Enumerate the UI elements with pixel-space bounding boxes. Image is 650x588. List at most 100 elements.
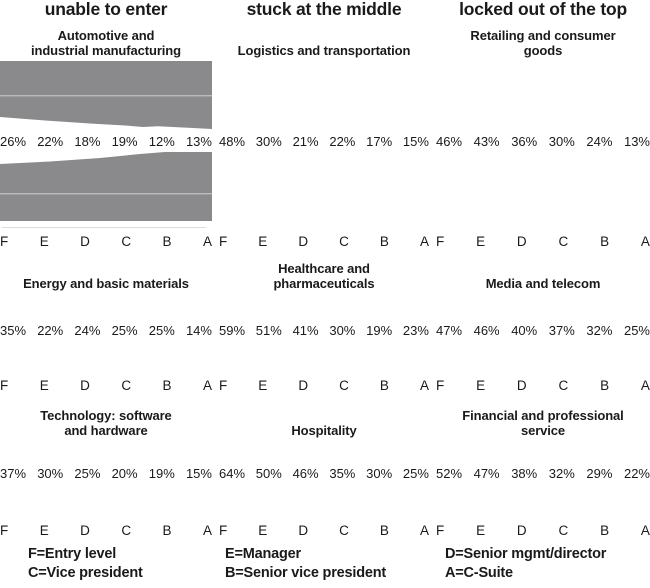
level-label: F — [0, 523, 9, 538]
value-label: 30% — [37, 466, 64, 481]
level-label: A — [419, 378, 429, 393]
panel-technology: Technology: software and hardware 37% 30… — [0, 393, 212, 538]
value-label: 15% — [402, 134, 429, 149]
area-chart-lower — [0, 482, 212, 523]
level-label: B — [379, 234, 389, 249]
level-label: C — [339, 523, 349, 538]
section-headers: unable to enter stuck at the middle lock… — [0, 0, 650, 18]
value-label: 19% — [148, 466, 175, 481]
level-label: B — [162, 378, 172, 393]
area-chart-upper — [219, 438, 429, 465]
legend-senior-mgmt-director: D=Senior mgmt/director — [445, 546, 607, 562]
area-chart-lower — [219, 150, 429, 222]
value-label: 48% — [219, 134, 246, 149]
area-chart-upper — [0, 291, 212, 322]
area-chart-lower — [436, 150, 650, 222]
level-label: B — [162, 234, 172, 249]
value-label: 19% — [366, 323, 393, 338]
percent-values-row: 64% 50% 46% 35% 30% 25% — [219, 465, 429, 482]
panel-automotive: Automotive and industrial manufacturing … — [0, 18, 212, 249]
value-label: 36% — [511, 134, 538, 149]
level-label: D — [516, 378, 527, 393]
level-label: E — [258, 523, 268, 538]
level-label: D — [516, 234, 527, 249]
percent-values-row: 35% 22% 24% 25% 25% 14% — [0, 322, 212, 339]
area-chart-lower — [0, 339, 212, 378]
percent-values-row: 46% 43% 36% 30% 24% 13% — [436, 133, 650, 150]
value-label: 24% — [586, 134, 613, 149]
value-label: 23% — [402, 323, 429, 338]
panel-title: Healthcare and pharmaceuticals — [273, 261, 375, 291]
level-axis: F E D C B A — [436, 378, 650, 393]
level-label: B — [600, 378, 610, 393]
level-label: C — [558, 523, 569, 538]
level-label: F — [219, 378, 228, 393]
value-label: 37% — [548, 323, 575, 338]
level-label: E — [39, 234, 49, 249]
level-label: B — [162, 523, 172, 538]
level-axis: F E D C B A — [0, 523, 212, 538]
value-label: 46% — [473, 323, 500, 338]
panel-healthcare: Healthcare and pharmaceuticals 59% 51% 4… — [219, 249, 429, 393]
panel-energy: Energy and basic materials 35% 22% 24% 2… — [0, 249, 212, 393]
level-axis: F E D C B A — [219, 523, 429, 538]
level-label: E — [39, 378, 49, 393]
level-label: C — [558, 378, 569, 393]
panel-title: Technology: software and hardware — [40, 408, 172, 438]
value-label: 17% — [366, 134, 393, 149]
panel-financial: Financial and professional service 52% 4… — [436, 393, 650, 538]
level-label: F — [436, 234, 445, 249]
area-chart-lower — [219, 482, 429, 523]
legend-senior-vice-president: B=Senior vice president — [225, 564, 387, 581]
level-label: B — [600, 523, 610, 538]
value-label: 13% — [185, 134, 212, 149]
header-stuck-at-the-middle: stuck at the middle — [246, 0, 402, 19]
value-label: 22% — [37, 134, 64, 149]
panel-row-2: Energy and basic materials 35% 22% 24% 2… — [0, 249, 650, 393]
value-label: 59% — [219, 323, 246, 338]
value-label: 47% — [473, 466, 500, 481]
level-axis: F E D C B A — [436, 523, 650, 538]
legend-column-1: F=Entry level C=Vice president — [0, 545, 212, 582]
percent-values-row: 47% 46% 40% 37% 32% 25% — [436, 322, 650, 339]
level-label: D — [516, 523, 527, 538]
value-label: 46% — [436, 134, 463, 149]
panel-retailing: Retailing and consumer goods 46% 43% 36%… — [436, 18, 650, 249]
value-label: 26% — [0, 134, 27, 149]
value-label: 13% — [623, 134, 650, 149]
level-label: A — [640, 234, 650, 249]
level-label: C — [558, 234, 569, 249]
level-label: A — [202, 234, 212, 249]
area-chart-lower — [436, 482, 650, 523]
level-label: A — [419, 234, 429, 249]
panel-title: Media and telecom — [485, 275, 601, 291]
level-label: D — [80, 523, 90, 538]
value-label: 47% — [436, 323, 463, 338]
area-chart-upper — [0, 438, 212, 465]
value-label: 22% — [623, 466, 650, 481]
value-label: 12% — [148, 134, 175, 149]
level-label: B — [379, 523, 389, 538]
axis-baseline-slot — [219, 222, 429, 234]
level-label: A — [419, 523, 429, 538]
level-label: C — [121, 234, 132, 249]
header-locked-out-of-the-top: locked out of the top — [459, 0, 627, 19]
area-chart-lower — [0, 150, 212, 222]
level-label: C — [339, 234, 349, 249]
axis-baseline — [2, 227, 206, 228]
level-axis: F E D C B A — [436, 234, 650, 249]
value-label: 30% — [255, 134, 282, 149]
value-label: 35% — [0, 323, 27, 338]
level-label: D — [298, 378, 309, 393]
level-label: D — [80, 378, 90, 393]
value-label: 38% — [511, 466, 538, 481]
level-label: D — [80, 234, 90, 249]
header-unable-to-enter: unable to enter — [44, 0, 168, 19]
percent-values-row: 59% 51% 41% 30% 19% 23% — [219, 322, 429, 339]
level-legend: F=Entry level C=Vice president E=Manager… — [0, 545, 650, 582]
value-label: 51% — [255, 323, 282, 338]
panel-title: Retailing and consumer goods — [470, 28, 616, 58]
level-label: F — [0, 378, 9, 393]
level-label: E — [39, 523, 49, 538]
value-label: 21% — [292, 134, 319, 149]
